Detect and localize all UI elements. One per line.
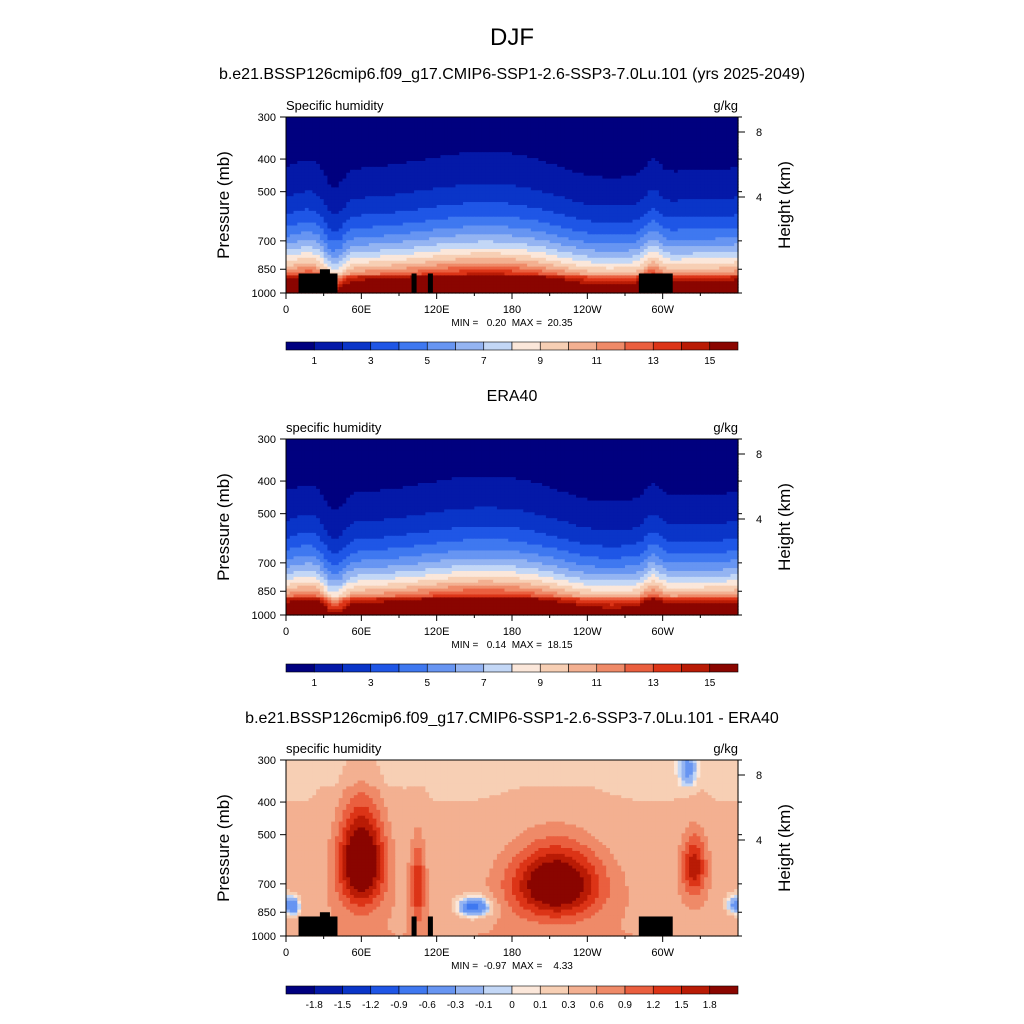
obs-panel-subtitle: ERA40 xyxy=(487,388,538,405)
diff-panel-subtitle: b.e21.BSSP126cmip6.f09_g17.CMIP6-SSP1-2.… xyxy=(245,710,779,727)
model-panel-subtitle: b.e21.BSSP126cmip6.f09_g17.CMIP6-SSP1-2.… xyxy=(219,66,805,83)
model-contour-field xyxy=(286,117,739,294)
panels: Specific humidity g/kg3004005007008501000… xyxy=(214,98,794,1011)
figure-title: DJF xyxy=(490,24,534,51)
